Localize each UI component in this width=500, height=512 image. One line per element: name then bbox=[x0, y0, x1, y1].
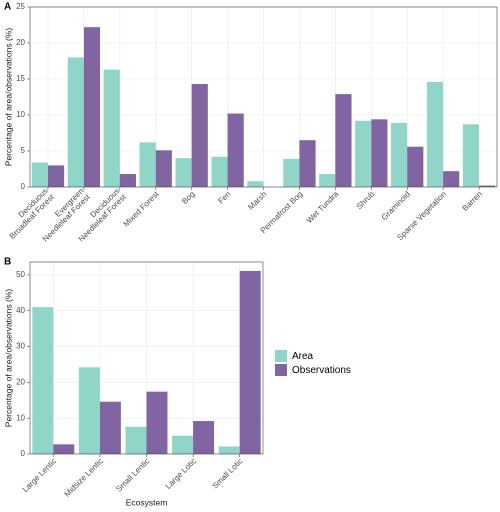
y-tick-label: 25 bbox=[16, 2, 25, 11]
bar bbox=[78, 367, 100, 454]
x-tick-group: Marsh bbox=[246, 190, 268, 212]
bar bbox=[335, 94, 352, 187]
bar bbox=[32, 307, 54, 454]
bar bbox=[218, 446, 240, 454]
x-tick-group: Small Lentic bbox=[114, 457, 151, 494]
legend-swatch bbox=[275, 364, 287, 376]
legend-label: Area bbox=[292, 351, 314, 362]
y-tick-label: 5 bbox=[21, 146, 26, 155]
bar bbox=[479, 185, 496, 187]
x-tick-group: Large Lotic bbox=[164, 457, 198, 491]
bar bbox=[426, 81, 444, 187]
legend-label: Observations bbox=[292, 365, 351, 376]
bar bbox=[391, 122, 408, 187]
y-tick-label: 50 bbox=[16, 270, 25, 279]
x-tick-label: Barren bbox=[461, 190, 484, 213]
bar bbox=[355, 120, 372, 187]
bar bbox=[227, 113, 244, 187]
bar bbox=[191, 84, 208, 187]
panel-label: B bbox=[4, 257, 11, 268]
y-axis-label: Percentage of area/observations (%) bbox=[3, 289, 13, 428]
x-tick-label: Graminoid bbox=[380, 190, 412, 222]
y-tick-label: 0 bbox=[21, 182, 26, 191]
x-tick-label: Fen bbox=[216, 190, 232, 206]
bar bbox=[462, 124, 480, 187]
x-tick-label: Wet Tundra bbox=[305, 189, 341, 225]
bar bbox=[299, 140, 316, 187]
bar bbox=[155, 150, 172, 187]
bar bbox=[99, 401, 121, 454]
x-tick-label: Small Lotic bbox=[211, 457, 245, 491]
bar bbox=[211, 156, 228, 187]
x-tick-label: Small Lentic bbox=[114, 457, 151, 494]
y-tick-label: 20 bbox=[16, 38, 25, 47]
x-axis-label: Ecosystem bbox=[126, 497, 168, 507]
bar bbox=[319, 174, 336, 187]
x-tick-group: Small Lotic bbox=[211, 457, 245, 491]
y-tick-label: 15 bbox=[16, 74, 25, 83]
x-tick-group: Fen bbox=[216, 190, 232, 206]
bar bbox=[47, 165, 65, 187]
x-tick-label: Midsize Lentic bbox=[63, 457, 105, 499]
bar bbox=[443, 171, 460, 187]
x-tick-group: Midsize Lentic bbox=[63, 457, 105, 499]
bar bbox=[67, 57, 84, 188]
bar bbox=[371, 119, 388, 187]
x-tick-label: Shrub bbox=[355, 189, 377, 211]
y-tick-label: 20 bbox=[16, 377, 25, 386]
bar bbox=[119, 174, 136, 187]
x-tick-group: Shrub bbox=[355, 189, 377, 211]
bar bbox=[283, 158, 300, 187]
bar bbox=[407, 146, 424, 187]
x-tick-group: Wet Tundra bbox=[305, 189, 341, 225]
bar bbox=[103, 69, 120, 187]
bar bbox=[83, 27, 101, 187]
x-tick-label: Bog bbox=[180, 190, 196, 206]
y-tick-label: 30 bbox=[16, 342, 25, 351]
bar bbox=[31, 162, 48, 187]
y-tick-label: 0 bbox=[21, 449, 26, 458]
bar bbox=[175, 158, 192, 187]
x-tick-label: Large Lotic bbox=[164, 457, 198, 491]
bar bbox=[53, 444, 75, 454]
legend-swatch bbox=[275, 350, 287, 362]
bar bbox=[172, 435, 194, 454]
y-tick-label: 40 bbox=[16, 306, 25, 315]
x-tick-label: Mixed Forest bbox=[122, 189, 162, 229]
x-tick-group: Bog bbox=[180, 190, 196, 206]
bar bbox=[139, 142, 156, 187]
x-tick-label: Marsh bbox=[246, 190, 268, 212]
x-tick-group: Barren bbox=[461, 190, 484, 213]
y-tick-label: 10 bbox=[16, 110, 25, 119]
x-tick-group: Large Lentic bbox=[21, 457, 58, 494]
bar bbox=[247, 181, 264, 187]
y-tick-label: 10 bbox=[16, 413, 25, 422]
x-tick-group: Mixed Forest bbox=[122, 189, 162, 229]
x-tick-label: Large Lentic bbox=[21, 457, 58, 494]
panel-label: A bbox=[4, 2, 11, 13]
x-tick-group: Graminoid bbox=[380, 190, 412, 222]
bar bbox=[125, 426, 147, 454]
bar bbox=[146, 391, 168, 454]
bar bbox=[239, 270, 261, 454]
y-axis-label: Percentage of area/observations (%) bbox=[3, 28, 13, 167]
bar bbox=[193, 421, 215, 454]
